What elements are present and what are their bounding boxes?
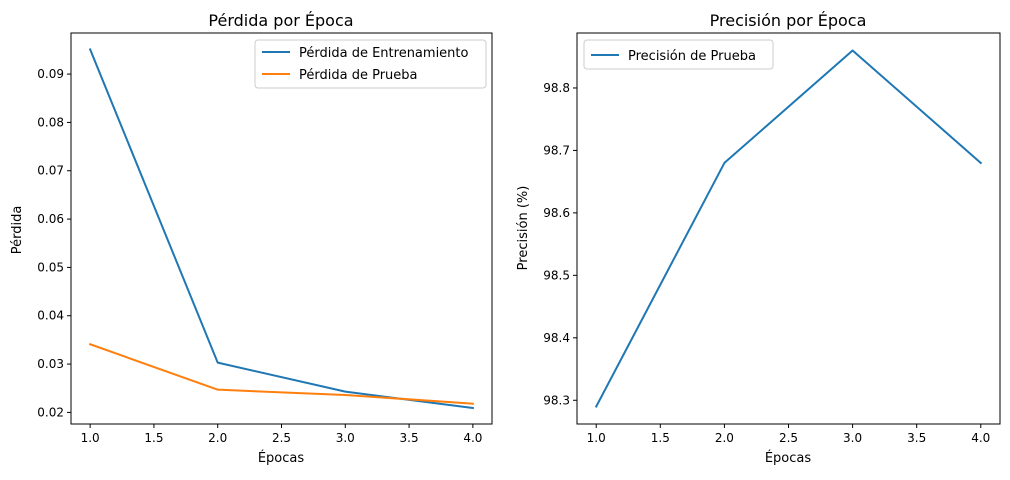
loss-x-tick-label: 2.0 <box>208 431 227 445</box>
loss-x-tick-label: 1.0 <box>81 431 100 445</box>
loss-chart-title: Pérdida por Época <box>208 11 353 30</box>
loss-x-axis-label: Épocas <box>258 450 305 466</box>
loss-subplot: Pérdida por Época Épocas Pérdida 1.0 1.5 2… <box>10 11 493 466</box>
loss-series-line-0 <box>88 48 474 410</box>
accuracy-legend: Precisión de Prueba <box>583 39 774 70</box>
accuracy-series-line-0 <box>594 49 983 408</box>
loss-y-tick-label: 0.06 <box>37 212 64 226</box>
accuracy-legend-label: Precisión de Prueba <box>628 49 756 64</box>
accuracy-legend-box <box>583 39 774 70</box>
accuracy-x-tick-label: 1.5 <box>651 431 670 445</box>
loss-y-tick-label: 0.03 <box>37 357 64 371</box>
accuracy-x-axis-label: Épocas <box>765 450 812 466</box>
accuracy-subplot: Precisión por Época Épocas Precisión (%)… <box>516 11 1001 466</box>
loss-y-axis-label: Pérdida <box>10 206 25 255</box>
accuracy-x-tick-label: 2.5 <box>779 431 798 445</box>
loss-y-tick-label: 0.04 <box>37 309 64 323</box>
accuracy-y-axis-label: Precisión (%) <box>516 186 531 271</box>
accuracy-y-tick-label: 98.4 <box>543 331 570 345</box>
accuracy-chart-title: Precisión por Época <box>710 11 867 30</box>
accuracy-y-tick-label: 98.7 <box>543 143 570 157</box>
loss-x-tick-label: 1.5 <box>144 431 163 445</box>
loss-legend-label-test: Pérdida de Prueba <box>299 68 418 83</box>
loss-x-tick-label: 2.5 <box>272 431 291 445</box>
loss-x-tick-label: 4.0 <box>463 431 482 445</box>
accuracy-y-tick-label: 98.3 <box>543 393 570 407</box>
accuracy-x-tick-label: 3.5 <box>907 431 926 445</box>
accuracy-x-tick-label: 3.0 <box>843 431 862 445</box>
loss-plot-frame <box>70 32 493 425</box>
accuracy-y-tick-label: 98.5 <box>543 268 570 282</box>
accuracy-x-tick-label: 4.0 <box>971 431 990 445</box>
accuracy-y-tick-label: 98.6 <box>543 206 570 220</box>
loss-y-tick-label: 0.02 <box>37 405 64 419</box>
accuracy-x-tick-label: 1.0 <box>587 431 606 445</box>
loss-x-tick-label: 3.5 <box>400 431 419 445</box>
loss-y-tick-label: 0.05 <box>37 260 64 274</box>
loss-legend-label-train: Pérdida de Entrenamiento <box>299 46 469 61</box>
loss-y-tick-label: 0.08 <box>37 115 64 129</box>
accuracy-plot-frame <box>576 32 1001 425</box>
loss-legend-box <box>254 39 487 89</box>
loss-y-tick-label: 0.09 <box>37 67 64 81</box>
accuracy-x-tick-label: 2.0 <box>715 431 734 445</box>
accuracy-y-tick-label: 98.8 <box>543 81 570 95</box>
loss-x-tick-label: 3.0 <box>336 431 355 445</box>
loss-y-tick-label: 0.07 <box>37 164 64 178</box>
loss-series-line-1 <box>88 342 474 405</box>
loss-legend: Pérdida de Entrenamiento Pérdida de Prue… <box>254 39 487 89</box>
